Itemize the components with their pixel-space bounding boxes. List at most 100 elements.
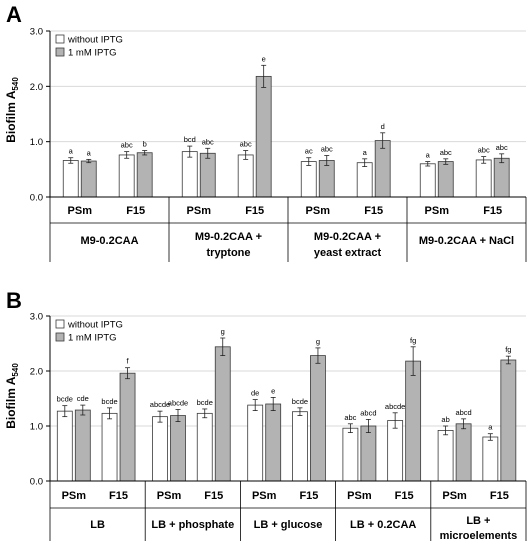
panel-b-bar-psm-without [247,404,264,482]
panel-b-strain-label: F15 [204,490,223,502]
panel-b-letter: B [6,288,22,313]
panel-b-bar-psm-with [74,409,91,482]
panel-b-significance-letter: fg [410,336,416,345]
panel-b-significance-letter: e [271,386,275,395]
panel-b-condition-label: LB [90,519,105,531]
panel-a-ytick-label: 1.0 [30,137,43,148]
panel-b-significance-letter: ab [441,415,449,424]
panel-a-condition-label: M9-0.2CAA + [195,231,262,243]
panel-a-significance-letter: abc [440,148,452,157]
panel-a-significance-letter: abc [321,145,333,154]
panel-a-bar-psm-without [419,163,436,198]
panel-a-strain-label: PSm [306,205,331,217]
panel-a-strain-label: F15 [245,205,264,217]
panel-a-strain-label: PSm [68,205,93,217]
panel-b-ytick-label: 3.0 [30,312,43,323]
panel-b-significance-letter: cde [77,394,89,403]
panel-a-ytick-label: 2.0 [30,82,43,93]
panel-b-significance-letter: de [251,389,259,398]
panel-a-strain-label: F15 [483,205,502,217]
panel-a-bar-f15-with [374,140,391,198]
panel-a-letter: A [6,2,22,27]
panel-a-legend-label-without: without IPTG [67,35,123,46]
panel-b-significance-letter: g [316,337,320,346]
panel-b-bar-f15-with [500,359,517,482]
panel-b-legend-swatch-with [55,332,65,342]
panel-b-bar-psm-with [455,423,472,482]
panel-b-strain-label: PSm [442,490,467,502]
panel-a-significance-letter: abc [496,143,508,152]
panel-a-significance-letter: abc [202,137,214,146]
panel-b-legend-swatch-without [55,319,65,329]
panel-a-legend-swatch-without [55,34,65,44]
panel-a-strain-label: PSm [187,205,212,217]
panel-a-bar-psm-with [437,161,454,198]
panel-a-bar-f15-with [255,75,272,198]
panel-b-bar-psm-without [437,429,454,482]
panel-a-bar-psm-without [300,161,317,198]
panel-a-legend-label-with: 1 mM IPTG [68,48,117,59]
panel-b-bar-f15-without [482,436,499,482]
panel-a-significance-letter: abc [121,141,133,150]
panel-b-significance-letter: abc [344,413,356,422]
panel-a-y-label-subscript: 540 [11,77,20,91]
panel-b-bar-psm-with [265,403,282,482]
panel-b-significance-letter: bcde [101,397,117,406]
panel-b-significance-letter: g [221,327,225,336]
panel-a-significance-letter: ac [305,147,313,156]
panel-a-condition-label: tryptone [207,247,251,259]
panel-a-bar-f15-without [237,154,254,198]
panel-b-strain-label: F15 [109,490,128,502]
panel-b-bar-psm-without [56,410,73,482]
panel-b-condition-label: LB + [466,515,490,527]
panel-a-significance-letter: b [143,140,147,149]
panel-a-significance-letter: abc [478,146,490,155]
panel-b-bar-psm-with [360,425,377,482]
panel-b-bar-f15-with [214,346,231,482]
panel-a-significance-letter: e [262,54,266,63]
panel-a-ytick-label: 3.0 [30,27,43,38]
panel-b-condition-label: microelements [440,530,518,542]
panel-a-condition-label: M9-0.2CAA [80,235,138,247]
panel-b-y-label: Biofilm A540 [4,363,20,429]
panel-a-significance-letter: a [87,148,92,157]
panel-b-condition-label: LB + 0.2CAA [350,519,416,531]
panel-b-significance-letter: a [488,423,493,432]
panel-a-ytick-label: 0.0 [30,193,43,204]
panel-a-bar-psm-without [62,160,79,198]
panel-a-significance-letter: d [381,122,385,131]
panel-a-bar-f15-without [356,162,373,198]
panel-b-significance-letter: abcd [360,408,376,417]
panel-a-condition-label: M9-0.2CAA + NaCl [419,235,514,247]
panel-a-bar-psm-with [80,160,97,198]
panel-b-strain-label: PSm [347,490,372,502]
panel-b-y-label-main: Biofilm A [4,376,18,429]
panel-b-bar-f15-without [196,412,213,482]
panel-b-bar-f15-without [101,412,118,482]
panel-a-bar-f15-with [493,157,510,198]
panel-b-bar-f15-without [292,411,308,482]
panel-a-significance-letter: bcd [184,135,196,144]
panel-b-legend-label-with: 1 mM IPTG [68,333,117,344]
panel-a-significance-letter: a [363,148,368,157]
panel-a-significance-letter: a [426,151,431,160]
panel-b-ytick-label: 2.0 [30,367,43,378]
panel-b-significance-letter: abcde [168,399,188,408]
panel-b-bar-f15-with [119,372,136,482]
panel-a-significance-letter: a [69,147,74,156]
panel-a-bar-psm-without [181,151,198,198]
panel-a-bar-f15-with [136,152,153,198]
panel-b-strain-label: PSm [157,490,182,502]
panel-b-strain-label: F15 [490,490,509,502]
panel-a-legend-swatch-with [55,47,65,57]
panel-b-significance-letter: abcde [150,400,170,409]
panel-b-significance-letter: fg [505,345,511,354]
panel-b-significance-letter: abcde [385,402,405,411]
panel-a-bar-psm-with [199,152,216,198]
panel-b-significance-letter: bcde [292,397,308,406]
panel-a-y-label: Biofilm A540 [4,77,20,143]
panel-a-condition-label: yeast extract [314,247,382,259]
panel-b-bar-psm-with [170,415,186,482]
panel-a-y-label-main: Biofilm A [4,90,18,143]
panel-b-significance-letter: f [126,357,129,366]
